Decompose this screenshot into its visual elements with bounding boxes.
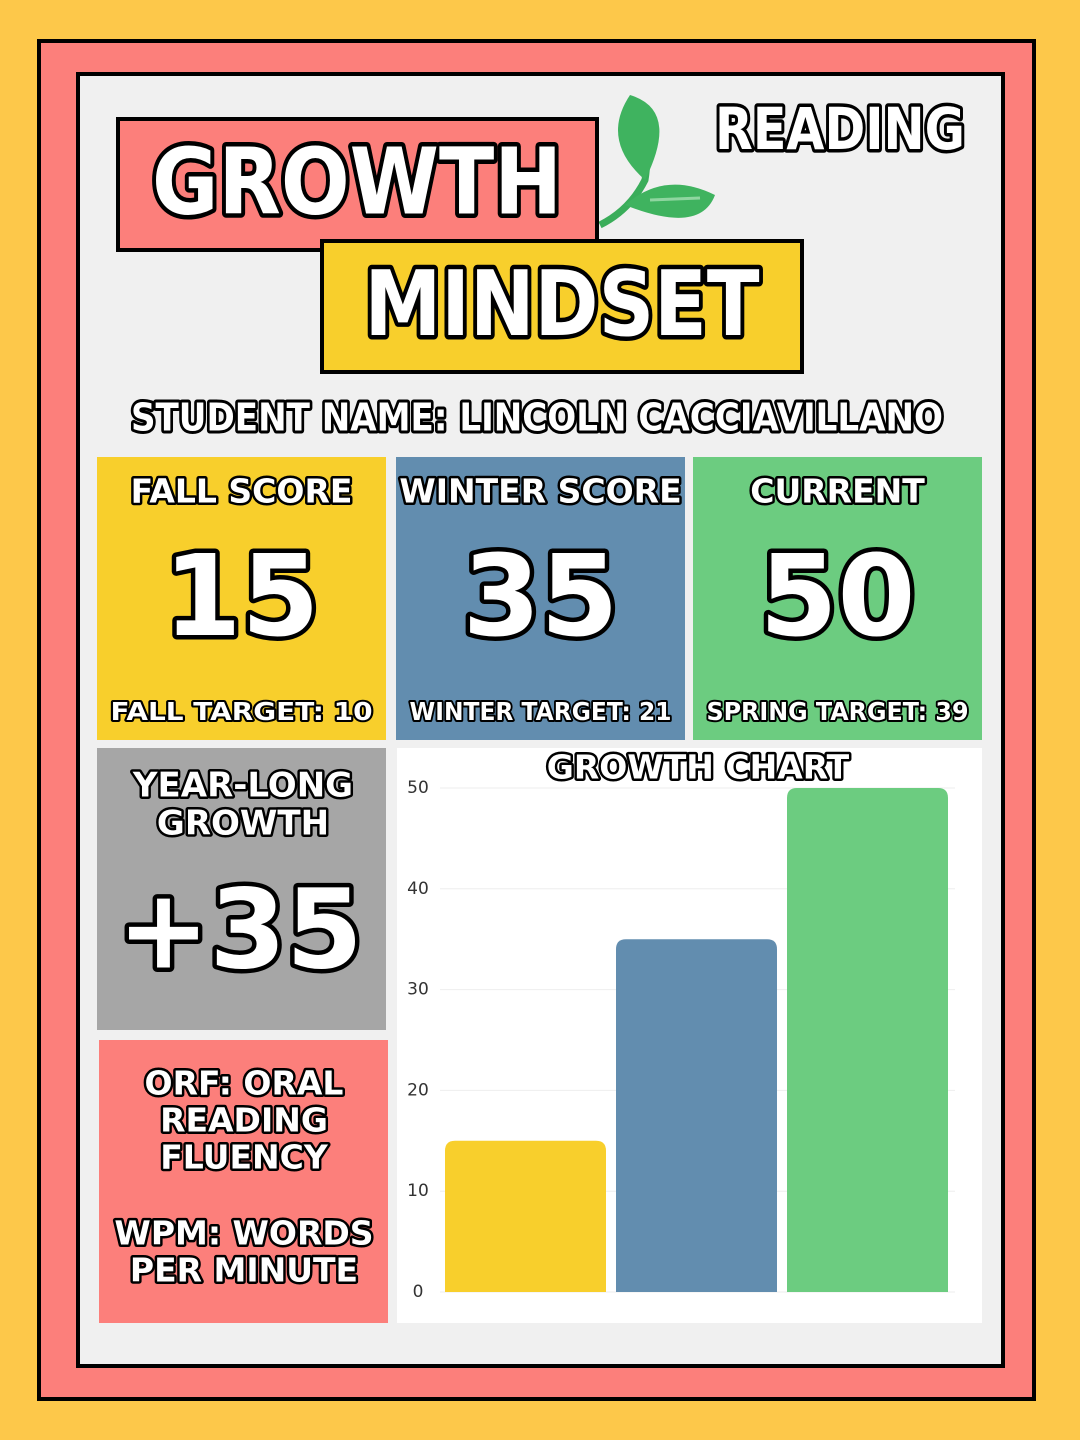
title-line1: GROWTH [152,128,562,235]
score-target: FALL TARGET: 10 [111,697,373,726]
title-box [320,239,804,374]
title-box [116,117,599,252]
y-tick-label: 30 [407,980,429,1000]
y-tick-label: 10 [407,1181,429,1201]
y-tick-label: 40 [407,879,429,899]
subject: READING [715,95,965,163]
chart-title: GROWTH CHART [547,748,850,787]
bar [616,939,777,1292]
leaf-icon [598,95,715,229]
key-text: WPM: WORDS [114,1214,373,1253]
key-text: PER MINUTE [130,1251,358,1290]
y-tick-label: 20 [407,1080,429,1100]
score-target: WINTER TARGET: 21 [410,697,672,726]
y-tick-label: 0 [413,1282,424,1302]
growth-value: +35 [117,865,362,993]
key-box [99,1040,388,1323]
key-text: FLUENCY [160,1138,329,1177]
score-label: FALL SCORE [131,472,353,511]
score-value: 35 [463,532,619,662]
score-card [97,457,386,740]
title-line2: MINDSET [365,252,760,357]
score-label: WINTER SCORE [399,472,681,511]
score-label: CURRENT [750,472,925,511]
key-text: READING [160,1101,328,1140]
score-card [396,457,685,740]
key-text: ORF: ORAL [145,1064,344,1103]
score-target: SPRING TARGET: 39 [707,697,969,726]
y-tick-label: 50 [407,778,429,798]
score-value: 15 [164,532,320,662]
growth-label: YEAR-LONG [132,766,353,806]
bar [787,788,948,1292]
score-card [693,457,982,740]
growth-box [97,748,386,1030]
bar [445,1140,606,1292]
growth-label: GROWTH [157,804,329,844]
student-name: STUDENT NAME: LINCOLN CACCIAVILLANO [131,396,943,440]
score-value: 50 [760,532,916,662]
